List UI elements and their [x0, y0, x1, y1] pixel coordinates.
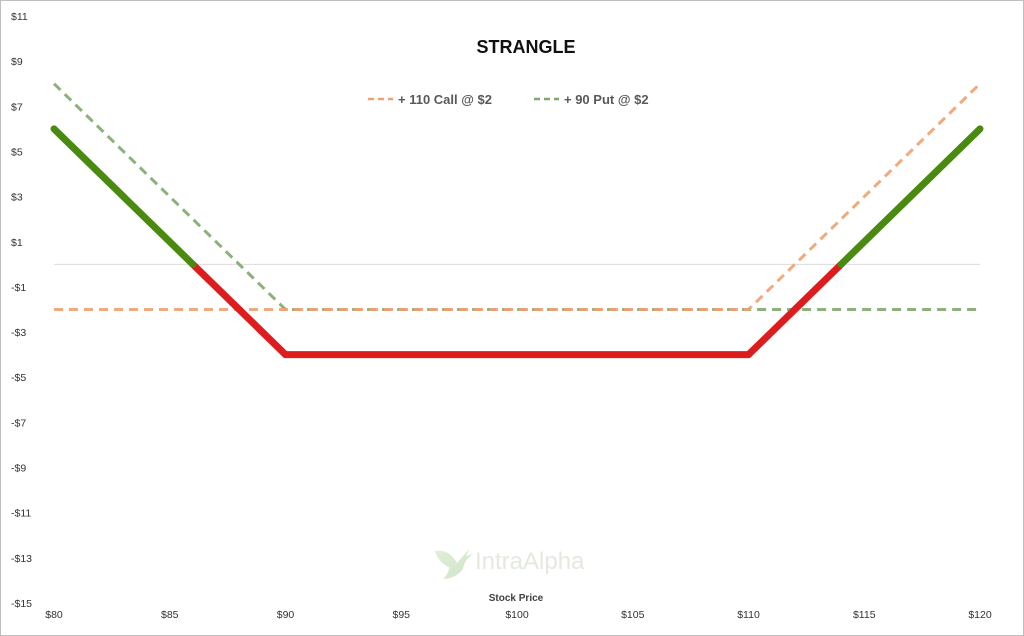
x-tick-label: $105: [621, 609, 645, 621]
y-tick-label: $7: [11, 101, 23, 113]
hummingbird-logo-icon: [435, 549, 473, 579]
payoff-profit-segment: [50, 125, 197, 268]
payoff-profit-segment: [837, 125, 984, 268]
y-tick-label: -$7: [11, 417, 26, 429]
series-line-put: [52, 82, 980, 311]
series-line-call: [54, 82, 982, 311]
x-axis-title: Stock Price: [489, 593, 544, 604]
payoff-loss-segment: [745, 260, 845, 359]
watermark: IntraAlpha: [435, 548, 585, 579]
x-tick-label: $95: [392, 609, 410, 621]
y-tick-label: -$15: [11, 598, 32, 610]
y-tick-label: $1: [11, 237, 23, 249]
y-tick-label: -$1: [11, 282, 26, 294]
payoff-loss-segment: [189, 260, 289, 359]
x-tick-label: $110: [737, 609, 760, 621]
y-tick-label: -$5: [11, 372, 26, 384]
x-tick-label: $90: [277, 609, 295, 621]
x-axis-tick-labels: $80 $85 $90 $95 $100 $105 $110 $115 $120: [45, 609, 992, 621]
x-tick-label: $85: [161, 609, 179, 621]
y-tick-label: -$9: [11, 463, 26, 475]
chart-title: STRANGLE: [477, 37, 576, 57]
x-tick-label: $120: [968, 609, 992, 621]
y-tick-label: $11: [11, 11, 28, 23]
y-tick-label: $3: [11, 192, 23, 204]
y-tick-label: $5: [11, 146, 23, 158]
y-axis-tick-labels: $11 $9 $7 $5 $3 $1 -$1 -$3 -$5 -$7 -$9 -$11 -$13 -$15: [11, 11, 32, 610]
y-tick-label: -$3: [11, 327, 26, 339]
series-layer: [50, 82, 984, 359]
x-tick-label: $115: [853, 609, 876, 621]
x-tick-label: $100: [505, 609, 529, 621]
y-tick-label: -$13: [11, 553, 32, 565]
legend-label-call: + 110 Call @ $2: [398, 92, 492, 107]
watermark-text: IntraAlpha: [475, 548, 585, 575]
legend-label-put: + 90 Put @ $2: [564, 92, 649, 107]
legend: + 110 Call @ $2 + 90 Put @ $2: [368, 92, 649, 107]
y-tick-label: -$11: [11, 508, 31, 520]
x-tick-label: $80: [45, 609, 63, 621]
y-tick-label: $9: [11, 56, 23, 68]
